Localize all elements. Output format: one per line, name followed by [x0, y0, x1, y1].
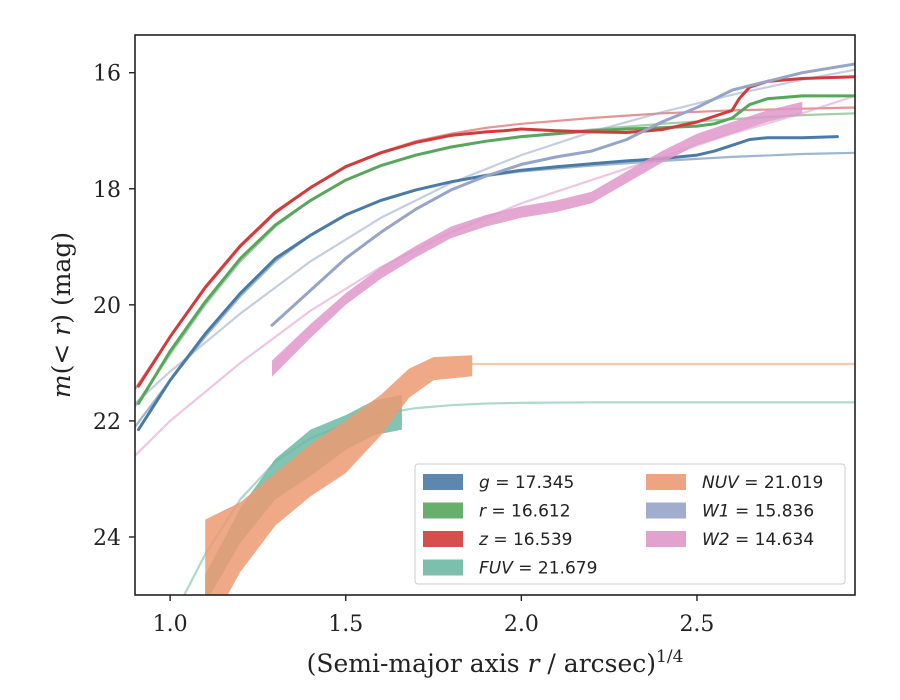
- x-tick-label: 1.5: [328, 612, 363, 637]
- legend-swatch-w1: [646, 502, 686, 519]
- legend-swatch-nuv: [646, 474, 686, 490]
- y-tick-label: 20: [93, 294, 121, 319]
- fuv-model-curve: [183, 401, 855, 595]
- w2-data-band: [272, 101, 803, 377]
- legend: g = 17.345 r = 16.612 z = 16.539 FUV = 21.6…: [414, 463, 846, 585]
- x-tick-label: 2.0: [504, 612, 539, 637]
- z-data-curve: [137, 75, 855, 388]
- plot-frame: [134, 34, 856, 596]
- data-bands: [137, 62, 855, 595]
- legend-swatch-r: [423, 502, 463, 519]
- legend-swatch-g: [423, 474, 463, 490]
- legend-label-w2: W2 = 14.634: [702, 530, 814, 550]
- legend-swatch-z: [423, 531, 463, 547]
- w1-data-curve: [270, 62, 855, 327]
- legend-label-fuv: FUV = 21.679: [479, 559, 597, 579]
- y-axis-label: m(< r) (mag): [47, 232, 76, 398]
- y-tick-label: 22: [93, 410, 121, 435]
- legend-label-w1: W1 = 15.836: [702, 502, 814, 522]
- z-model-curve: [135, 106, 855, 391]
- y-tick-label: 16: [93, 62, 121, 87]
- legend-label-nuv: NUV = 21.019: [702, 473, 823, 493]
- g-data-curve: [137, 135, 839, 432]
- legend-label-g: g = 17.345: [479, 473, 574, 493]
- legend-label-z: z = 16.539: [478, 530, 572, 550]
- x-axis-label: (Semi-major axis r / arcsec)1/4: [307, 647, 684, 678]
- x-tick-label: 2.5: [679, 612, 714, 637]
- legend-swatch-w2: [646, 531, 686, 547]
- legend-swatch-fuv: [423, 559, 463, 576]
- x-tick-label: 1.0: [153, 612, 188, 637]
- axis-ticks: 1.0 1.5 2.0 2.5 16 18 20 22 24: [93, 62, 714, 637]
- legend-box: [414, 463, 846, 585]
- y-tick-label: 18: [93, 178, 121, 203]
- y-tick-label: 24: [93, 526, 121, 551]
- r-data-curve: [137, 94, 855, 405]
- legend-label-r: r = 16.612: [479, 502, 571, 522]
- nuv-data-band: [205, 355, 473, 595]
